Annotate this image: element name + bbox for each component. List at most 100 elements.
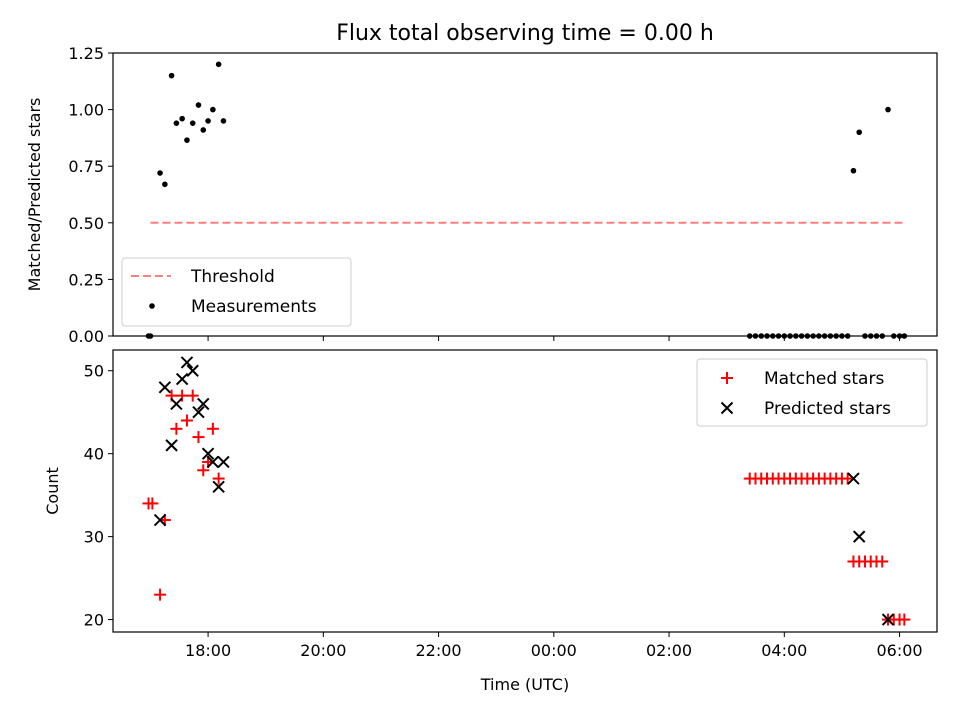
measurement-point	[220, 118, 227, 124]
measurement-point	[798, 333, 805, 339]
matched-star-point	[180, 414, 193, 427]
y-tick-label: 20	[84, 611, 104, 630]
cross-b	[201, 447, 215, 460]
matched-star-point	[876, 555, 889, 568]
x-tick-label: 02:00	[646, 641, 692, 660]
measurement-point	[215, 61, 222, 68]
cross-b	[192, 405, 205, 419]
measurement-point	[787, 333, 793, 339]
predicted-star-point	[206, 455, 220, 469]
top-panel: 0.00 0.25 0.50 0.75 1.00 1.25 Matched/Predicte…	[25, 44, 938, 346]
legend-bottom: Matched stars Predicted stars	[696, 358, 928, 427]
y-tick-label: 40	[84, 445, 104, 464]
matched-star-point	[898, 613, 911, 626]
legend-predicted-label: Predicted stars	[764, 399, 891, 419]
measurement-point	[839, 333, 845, 339]
measurement-point	[816, 333, 822, 339]
predicted-star-point	[158, 381, 172, 394]
predicted-star-point	[186, 364, 199, 377]
measurement-point	[850, 167, 857, 174]
predicted-star-point	[881, 613, 895, 626]
matched-star-point	[192, 431, 205, 444]
measurement-point	[901, 333, 908, 339]
measurement-point	[896, 333, 903, 339]
x-tick-label: 20:00	[300, 641, 346, 660]
cross-b	[206, 455, 220, 469]
measurement-point	[804, 333, 811, 339]
measurement-point	[890, 333, 897, 339]
measurement-point	[179, 115, 185, 122]
measurement-point	[752, 333, 759, 339]
legend-measurement-label: Measurements	[191, 297, 317, 317]
measurement-point	[157, 170, 163, 176]
legend-threshold-label: Threshold	[190, 267, 275, 287]
y-tick-label: 30	[84, 528, 104, 547]
measurement-point	[810, 333, 816, 339]
y-tick-label: 50	[84, 362, 104, 381]
measurement-point	[210, 106, 216, 113]
y-axis-label: Count	[43, 467, 62, 515]
cross-b	[158, 381, 172, 394]
measurement-point	[833, 333, 839, 339]
cross-b	[881, 613, 895, 626]
measurement-point	[200, 127, 207, 133]
predicted-star-point	[853, 530, 866, 543]
predicted-star-point	[217, 455, 230, 469]
legend-matched-label: Matched stars	[764, 369, 884, 389]
matched-star-point	[170, 422, 183, 435]
y-tick-label: 0.75	[68, 157, 104, 176]
y-tick-label: 0.00	[68, 327, 104, 346]
predicted-star-point	[192, 405, 205, 419]
cross-b	[720, 401, 734, 415]
measurement-point	[195, 102, 202, 108]
measurement-point	[885, 106, 891, 113]
measurement-point	[764, 333, 770, 339]
x-tick-label: 22:00	[416, 641, 462, 660]
matched-star-point	[154, 588, 167, 601]
measurement-point	[856, 129, 863, 136]
matched-star-point	[206, 422, 219, 435]
measurement-point	[173, 120, 180, 126]
y-tick-label: 1.00	[68, 101, 104, 120]
matched-star-point	[176, 389, 189, 402]
cross-b	[175, 372, 189, 386]
cross-b	[180, 356, 194, 369]
cross-b	[197, 397, 210, 411]
measurement-point	[827, 333, 834, 339]
predicted-star-point	[212, 480, 225, 494]
y-tick-label: 0.50	[68, 214, 104, 233]
measurement-point	[775, 333, 782, 339]
predicted-star-point	[847, 472, 860, 485]
predicted-star-point	[180, 356, 194, 369]
cross-b	[217, 455, 230, 469]
measurement-point	[769, 333, 776, 339]
measurement-point	[844, 333, 851, 339]
predicted-star-point	[153, 513, 167, 527]
matched-star-point	[212, 472, 225, 485]
cross-b	[212, 480, 225, 494]
legend-box	[121, 257, 352, 327]
measurement-point	[205, 118, 211, 124]
chart-title: Flux total observing time = 0.00 h	[336, 21, 714, 46]
matched-star-point	[197, 464, 210, 477]
measurement-point	[746, 333, 753, 339]
matched-star-point	[186, 389, 199, 402]
x-tick-label: 18:00	[185, 641, 231, 660]
y-tick-label: 0.25	[68, 270, 104, 289]
legend-top: Threshold Measurements	[121, 257, 352, 327]
cross-b	[165, 439, 178, 452]
predicted-star-point	[201, 447, 215, 460]
plot-frame	[112, 52, 938, 337]
matched-star-point	[841, 472, 854, 485]
measurement-point	[758, 333, 765, 339]
plot-frame	[112, 349, 938, 633]
measurement-point	[793, 333, 799, 339]
cross-b	[186, 364, 199, 377]
cross-b	[853, 530, 866, 543]
cross-b	[847, 472, 860, 485]
x-axis-label: Time (UTC)	[480, 675, 569, 694]
cross-b	[170, 397, 183, 411]
measurement-point	[873, 333, 880, 339]
predicted-star-point	[165, 439, 178, 452]
